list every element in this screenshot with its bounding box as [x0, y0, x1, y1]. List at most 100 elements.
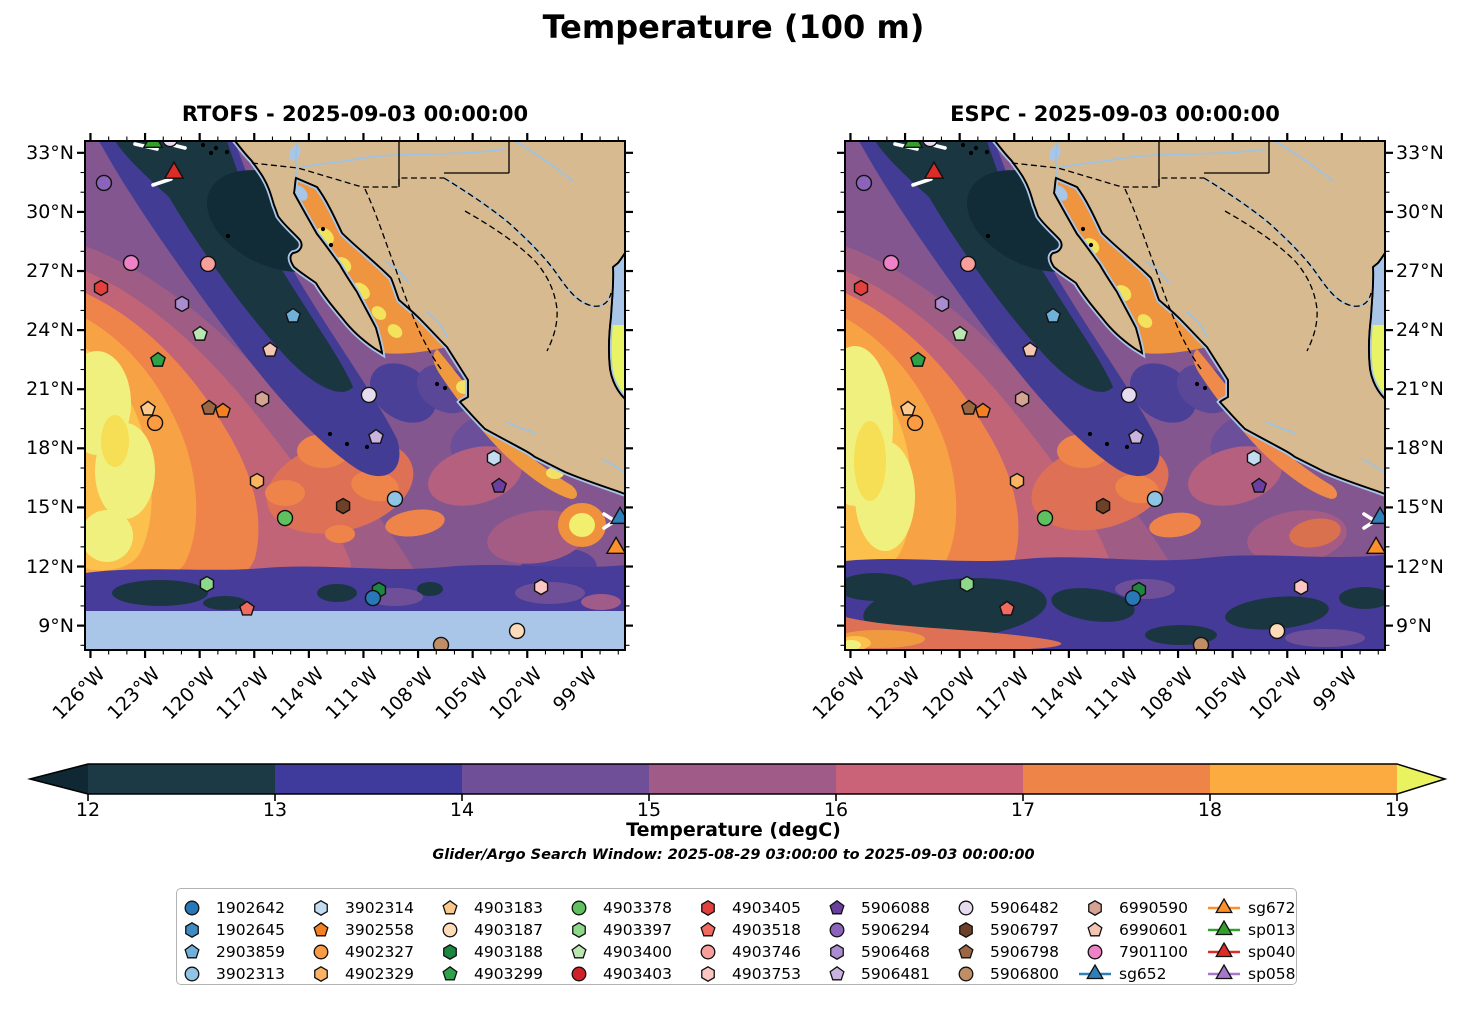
- legend-entry-label: 4902327: [345, 943, 415, 961]
- platform-marker-3902314: [486, 449, 502, 467]
- colorbar-block-18: [1210, 764, 1398, 794]
- platform-marker-4903299: [910, 351, 926, 367]
- platform-marker-4903183: [900, 400, 916, 416]
- triangle-marker-icon: [1208, 941, 1240, 958]
- colorbar-block-16: [836, 764, 1024, 794]
- pentagon-marker-icon: [571, 943, 587, 959]
- legend-entry-label: sg652: [1119, 965, 1167, 983]
- pentagon-marker-icon: [958, 943, 974, 959]
- x-tick-label: 105°W: [431, 663, 493, 725]
- circle-marker-icon: [313, 944, 329, 960]
- platform-marker-5906482: [360, 386, 378, 404]
- platform-marker-3902558: [215, 402, 231, 418]
- platform-marker-5906294: [855, 174, 873, 192]
- platform-marker-4903378: [1036, 509, 1054, 527]
- colorbar-block-14: [462, 764, 650, 794]
- legend-entry-label: 4903518: [732, 921, 802, 939]
- land-area: [235, 141, 625, 494]
- legend-entry-label: sp058: [1248, 965, 1296, 983]
- legend-entry-label: 5906088: [861, 899, 931, 917]
- platform-marker-4903299: [150, 351, 166, 367]
- pentagon-marker-icon: [442, 899, 458, 915]
- legend-entry-label: 4903183: [474, 899, 544, 917]
- y-tick-label: 12°N: [26, 555, 74, 578]
- search-window-subtitle: Glider/Argo Search Window: 2025-08-29 03…: [432, 847, 1035, 863]
- platform-marker-4903378: [276, 509, 294, 527]
- platform-marker-3902558: [975, 402, 991, 418]
- platform-marker-5906481: [368, 428, 384, 444]
- platform-marker-4902327: [146, 414, 164, 432]
- platform-marker-4902329: [1009, 472, 1025, 490]
- y-tick-label: 33°N: [1396, 141, 1444, 164]
- y-tick-label: 24°N: [26, 319, 74, 342]
- glider-marker-sp013: [902, 141, 924, 148]
- y-tick-label: 21°N: [26, 378, 74, 401]
- y-tick-label: 24°N: [1396, 319, 1444, 342]
- triangle-marker-icon: [1079, 963, 1111, 980]
- pentagon-marker-icon: [700, 921, 716, 937]
- colorbar-tick-label: 12: [75, 799, 101, 821]
- y-tick-label: 21°N: [1396, 378, 1444, 401]
- circle-marker-icon: [958, 900, 974, 916]
- pentagon-marker-icon: [829, 965, 845, 981]
- platform-marker-5906797: [1095, 497, 1111, 515]
- legend-entry-label: 4903187: [474, 921, 544, 939]
- x-tick-label: 114°W: [267, 663, 329, 725]
- y-tick-label: 27°N: [1396, 260, 1444, 283]
- x-tick-label: 123°W: [103, 663, 165, 725]
- legend-entry-label: 3902314: [345, 899, 415, 917]
- legend-entry-label: 4902329: [345, 965, 415, 983]
- y-tick-label: 9°N: [38, 614, 74, 637]
- x-tick-label: 120°W: [158, 663, 220, 725]
- legend-entry-label: 4903299: [474, 965, 544, 983]
- circle-marker-icon: [958, 966, 974, 982]
- colorbar-tick-label: 13: [262, 799, 288, 821]
- platform-marker-4903753: [533, 578, 549, 596]
- x-tick-label: 120°W: [918, 663, 980, 725]
- legend-entry-label: 6990590: [1119, 899, 1189, 917]
- platform-marker-6990590: [254, 390, 270, 408]
- platform-marker-4902329: [249, 472, 265, 490]
- platform-marker-1902642: [1124, 589, 1142, 607]
- x-tick-label: 108°W: [376, 663, 438, 725]
- colorbar-tick-label: 14: [449, 799, 475, 821]
- platform-marker-5906088: [1251, 477, 1268, 493]
- y-tick-label: 18°N: [1396, 437, 1444, 460]
- x-tick-label: 117°W: [212, 663, 274, 725]
- pentagon-marker-icon: [184, 943, 200, 959]
- y-tick-label: 15°N: [26, 496, 74, 519]
- platform-marker-4903187: [1268, 622, 1286, 640]
- circle-marker-icon: [571, 900, 587, 916]
- y-tick-label: 27°N: [26, 260, 74, 283]
- platform-marker-7901100: [122, 254, 140, 272]
- glider-marker-sp040: [923, 160, 945, 179]
- platform-marker-5906798: [200, 399, 217, 415]
- panel-title-espc: ESPC - 2025-09-03 00:00:00: [950, 102, 1280, 126]
- platform-marker-5906482: [1120, 386, 1138, 404]
- triangle-marker-icon: [1208, 897, 1240, 914]
- glider-marker-sp040: [163, 160, 185, 179]
- colorbar-block-13: [275, 764, 463, 794]
- legend-box: 1902642 1902645 2903859 3902313 3902314 39025…: [176, 888, 1297, 985]
- platform-marker-3902314: [1246, 449, 1262, 467]
- colorbar-svg: [27, 763, 1448, 801]
- platform-marker-4903753: [1293, 578, 1309, 596]
- legend-entry-label: 5906797: [990, 921, 1060, 939]
- glider-marker-sg672: [605, 535, 625, 555]
- colorbar-label: Temperature (degC): [626, 819, 841, 841]
- hexagon-marker-icon: [701, 900, 715, 916]
- legend-entry-label: 4903403: [603, 965, 673, 983]
- platform-marker-4903183: [140, 400, 156, 416]
- colorbar-tick-label: 18: [1197, 799, 1223, 821]
- platform-marker-4903405: [853, 279, 869, 297]
- legend-entry-label: sp040: [1248, 943, 1296, 961]
- legend-entry-label: 5906468: [861, 943, 931, 961]
- legend-entry-label: 4903397: [603, 921, 673, 939]
- hexagon-marker-icon: [572, 922, 586, 938]
- x-tick-label: 126°W: [48, 663, 111, 725]
- platform-marker-5906088: [491, 477, 508, 493]
- triangle-marker-icon: [1208, 919, 1240, 936]
- hexagon-marker-icon: [701, 966, 715, 982]
- platform-marker-4903397: [199, 575, 215, 593]
